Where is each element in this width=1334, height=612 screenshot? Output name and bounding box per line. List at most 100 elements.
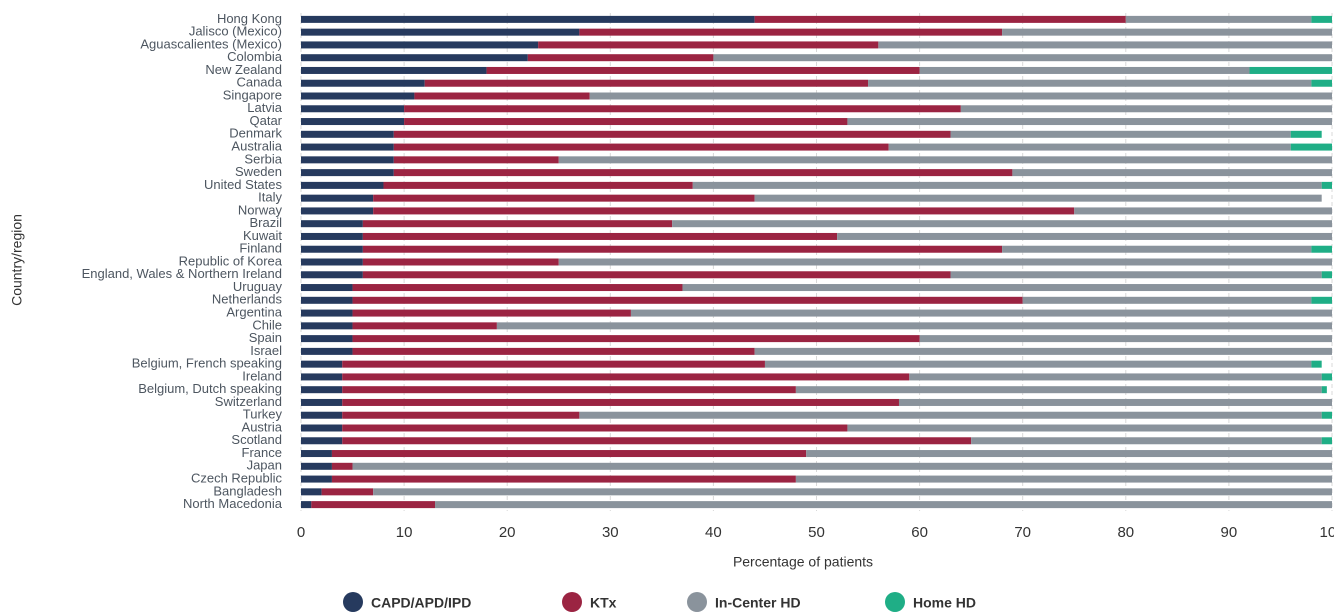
- bar-segment: [301, 501, 312, 509]
- y-tick-label: Argentina: [226, 305, 282, 320]
- y-tick-label: Ireland: [242, 368, 282, 383]
- bar-segment: [373, 194, 755, 202]
- bar-segment: [301, 335, 353, 343]
- y-tick-label: Spain: [249, 330, 282, 345]
- y-tick-label: Latvia: [247, 100, 282, 115]
- bar-segment: [1311, 79, 1332, 87]
- bar-segment: [950, 271, 1322, 279]
- bar-segment: [692, 181, 1322, 189]
- bar-segment: [373, 207, 1075, 215]
- legend-marker: [687, 592, 707, 612]
- legend-label: CAPD/APD/IPD: [371, 595, 471, 611]
- bar-segment: [971, 437, 1322, 445]
- bar-segment: [352, 296, 1023, 304]
- bar-segment: [301, 347, 353, 355]
- x-tick-label: 60: [911, 524, 928, 541]
- bar-segment: [837, 232, 1332, 240]
- bar-segment: [878, 41, 1332, 49]
- bar-segment: [579, 28, 1003, 36]
- y-tick-label: Chile: [252, 317, 282, 332]
- bar-segment: [342, 386, 796, 394]
- legend-marker: [885, 592, 905, 612]
- bar-segment: [1290, 130, 1322, 138]
- y-tick-label: Kuwait: [243, 228, 282, 243]
- x-tick-label: 70: [1014, 524, 1031, 541]
- legend-marker: [562, 592, 582, 612]
- y-tick-label: Japan: [247, 458, 282, 473]
- y-axis-title: Country/region: [9, 214, 25, 306]
- bar-segment: [558, 156, 1332, 164]
- bar-segment: [301, 437, 343, 445]
- bar-segment: [373, 488, 1332, 496]
- y-tick-label: Turkey: [243, 407, 283, 422]
- bar-segment: [630, 309, 1332, 317]
- bar-segment: [682, 284, 1332, 292]
- bar-segment: [1249, 66, 1332, 74]
- bar-segment: [393, 143, 889, 151]
- bar-segment: [352, 322, 497, 330]
- bar-segment: [301, 41, 539, 49]
- legend-label: In-Center HD: [715, 595, 801, 611]
- bar-segment: [909, 373, 1322, 381]
- bar-segment: [342, 411, 580, 419]
- bar-segment: [362, 245, 1003, 253]
- y-tick-label: England, Wales & Northern Ireland: [82, 266, 282, 281]
- bar-segment: [558, 258, 1332, 266]
- bar-segment: [1002, 28, 1332, 36]
- y-tick-label: Sweden: [235, 164, 282, 179]
- bar-segment: [301, 207, 374, 215]
- x-tick-label: 40: [705, 524, 722, 541]
- bar-segment: [301, 194, 374, 202]
- bar-segment: [301, 398, 343, 406]
- bar-segment: [1321, 411, 1332, 419]
- bar-segment: [301, 284, 353, 292]
- bar-segment: [301, 232, 363, 240]
- y-tick-label: Australia: [231, 139, 282, 154]
- y-tick-label: North Macedonia: [183, 496, 283, 511]
- x-tick-label: 20: [499, 524, 516, 541]
- bar-segment: [301, 271, 363, 279]
- y-tick-label: Serbia: [244, 151, 282, 166]
- bar-segment: [362, 271, 951, 279]
- bar-segment: [1321, 181, 1332, 189]
- bar-segment: [301, 424, 343, 432]
- bar-segment: [301, 360, 343, 368]
- bar-segment: [795, 386, 1322, 394]
- y-tick-label: United States: [204, 177, 283, 192]
- bar-segment: [301, 156, 394, 164]
- bar-segment: [301, 462, 332, 470]
- y-tick-label: Scotland: [231, 432, 282, 447]
- bar-segment: [301, 411, 343, 419]
- y-tick-label: Finland: [239, 241, 282, 256]
- bar-segment: [1002, 245, 1312, 253]
- bar-segment: [527, 54, 714, 62]
- y-tick-label: Austria: [242, 419, 283, 434]
- bar-segment: [1311, 360, 1322, 368]
- legend-marker: [343, 592, 363, 612]
- bar-segment: [1311, 245, 1332, 253]
- bar-segment: [496, 322, 1332, 330]
- bar-segment: [301, 386, 343, 394]
- x-tick-label: 100: [1319, 524, 1334, 541]
- bar-segment: [806, 450, 1332, 458]
- bar-segment: [847, 424, 1332, 432]
- bar-segment: [301, 488, 322, 496]
- bar-segment: [362, 220, 673, 228]
- bar-segment: [352, 309, 631, 317]
- bar-segment: [486, 66, 920, 74]
- bar-segment: [1311, 296, 1332, 304]
- bar-segment: [435, 501, 1332, 509]
- bar-segment: [301, 15, 755, 23]
- y-tick-label: Aguascalientes (Mexico): [140, 36, 282, 51]
- bar-segment: [672, 220, 1332, 228]
- bar-segment: [342, 360, 765, 368]
- y-tick-label: Colombia: [227, 49, 283, 64]
- bar-segment: [764, 360, 1312, 368]
- bar-segment: [713, 54, 1332, 62]
- bar-segment: [1022, 296, 1312, 304]
- bar-segment: [311, 501, 436, 509]
- bar-segment: [362, 232, 838, 240]
- bar-segment: [301, 373, 343, 381]
- bar-segment: [414, 92, 590, 100]
